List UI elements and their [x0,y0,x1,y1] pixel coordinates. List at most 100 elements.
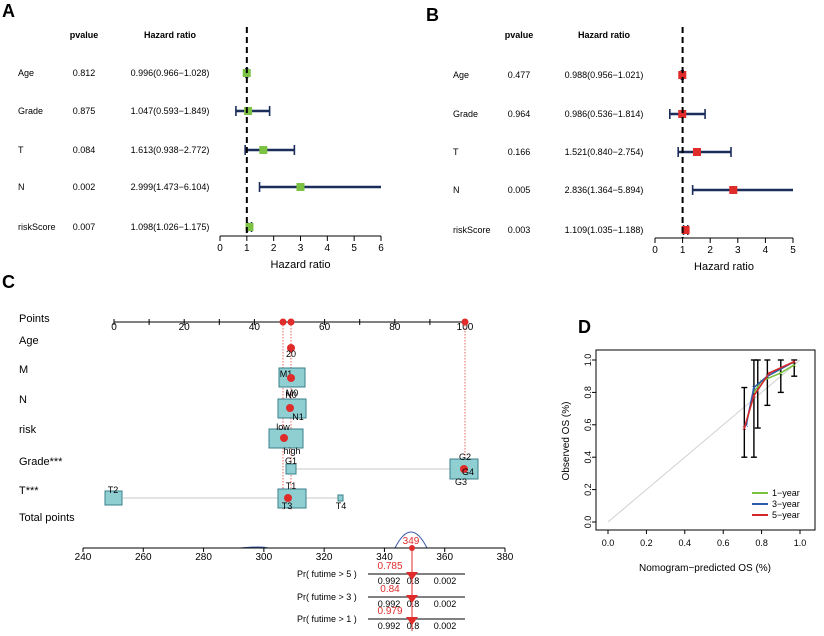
prob-row-label: Pr( futime > 1 ) [297,614,357,624]
panel-label-a: A [2,1,15,21]
forest-row-name: riskScore [18,222,56,232]
hr-marker [244,107,253,115]
x-tick-label: 6 [378,243,384,254]
forest-row-hr: 0.986(0.536−1.814) [565,109,644,119]
age-label-20: 20 [286,349,296,359]
total-points-value: 349 [403,536,420,547]
x-tick-label: 0.4 [679,538,692,548]
calibration-ylabel: Observed OS (%) [561,402,572,481]
hr-marker [678,110,687,118]
x-tick-label: 3 [735,245,741,256]
pvalue-header: pvalue [505,30,534,40]
calibration-point: × [792,361,797,370]
total-tick-label: 240 [75,552,92,563]
calibration-point: × [752,392,757,401]
forest-row-pvalue: 0.007 [73,222,96,232]
risk-label-low: low [276,422,290,432]
t-point [284,494,292,502]
nomogram-row-label-age: Age [19,335,39,347]
x-tick-label: 3 [298,243,304,254]
nomogram-points-label: Points [19,313,50,325]
calibration-point: × [767,369,772,378]
points-tick-label: 80 [389,322,401,333]
grade-label-g3: G3 [455,477,467,487]
x-tick-label: 2 [707,245,713,256]
t-label-t2: T2 [108,485,119,495]
x-tick-label: 4 [325,243,331,254]
y-tick-label: 0.4 [583,451,593,464]
forest-row-name: N [18,182,25,192]
legend-label: 3−year [772,499,800,509]
t-label-t4: T4 [336,501,347,511]
y-tick-label: 0.6 [583,419,593,432]
pvalue-header: pvalue [70,30,99,40]
forest-row-pvalue: 0.003 [508,225,531,235]
x-axis-label: Hazard ratio [694,261,754,273]
n-label-n0: N0 [285,390,297,400]
calibration-point: × [778,369,783,378]
forest-row-hr: 2.999(1.473−6.104) [131,182,210,192]
calibration-series-line [743,360,795,429]
y-tick-label: 0.2 [583,483,593,496]
prob-value: 0.84 [380,584,400,595]
calibration-point: × [752,388,757,397]
prob-tick-label: 0.992 [378,576,401,586]
points-tick-label: 0 [111,322,117,333]
hr-marker [729,186,738,194]
prob-marker [406,595,418,603]
panel-label-b: B [426,5,439,25]
forest-row-pvalue: 0.964 [508,109,531,119]
x-axis-label: Hazard ratio [271,259,331,271]
nomogram-row-label-m: M [19,364,28,376]
calibration-point: × [744,421,749,430]
t-label-t1: T1 [286,481,297,491]
points-tick-label: 100 [457,322,474,333]
forest-row-pvalue: 0.005 [508,185,531,195]
panel-label-c: C [2,272,15,292]
age-point [287,344,295,352]
prob-tick-label: 0.8 [407,599,420,609]
total-tick-label: 340 [376,552,393,563]
hr-marker [692,148,701,156]
points-tick-label: 20 [179,322,191,333]
forest-row-name: Age [453,70,469,80]
t-box-t1 [277,488,307,509]
grade-label-g1: G1 [285,456,297,466]
x-tick-label: 1 [680,245,686,256]
total-tick-label: 280 [195,552,212,563]
x-tick-label: 0 [217,243,223,254]
prob-tick-label: 0.992 [378,599,401,609]
prob-marker [406,572,418,580]
forest-row-pvalue: 0.166 [508,147,531,157]
hazard-ratio-header: Hazard ratio [144,30,197,40]
x-tick-label: 1 [244,243,250,254]
prob-row-label: Pr( futime > 3 ) [297,592,357,602]
nomogram-row-label-t: T*** [19,485,39,497]
total-tick-label: 380 [497,552,514,563]
hr-marker [259,146,268,154]
x-tick-label: 5 [351,243,357,254]
forest-row-pvalue: 0.812 [73,68,96,78]
nomogram-row-label-risk: risk [19,424,37,436]
total-points-axis: 240 260 280 300 320 340 360 380 [75,547,514,563]
prob-marker [406,617,418,625]
x-tick-label: 0.2 [640,538,653,548]
calibration-point: × [792,358,797,367]
x-tick-label: 5 [790,245,796,256]
points-tick-label: 40 [249,322,261,333]
nomogram-row-label-n: N [19,394,27,406]
n-label-n1: N1 [292,412,304,422]
x-tick-label: 2 [271,243,277,254]
calibration-series-line [753,364,795,393]
forest-row-pvalue: 0.084 [73,145,96,155]
points-tick-label: 60 [319,322,331,333]
grade-box-g1 [285,463,297,475]
hr-marker [245,223,254,231]
forest-row-hr: 0.988(0.956−1.021) [565,70,644,80]
total-tick-label: 260 [135,552,152,563]
forest-row-hr: 1.613(0.938−2.772) [131,145,210,155]
total-tick-label: 360 [436,552,453,563]
hazard-ratio-header: Hazard ratio [578,30,631,40]
m-label-m1: M1 [280,369,293,379]
x-tick-label: 4 [763,245,769,256]
